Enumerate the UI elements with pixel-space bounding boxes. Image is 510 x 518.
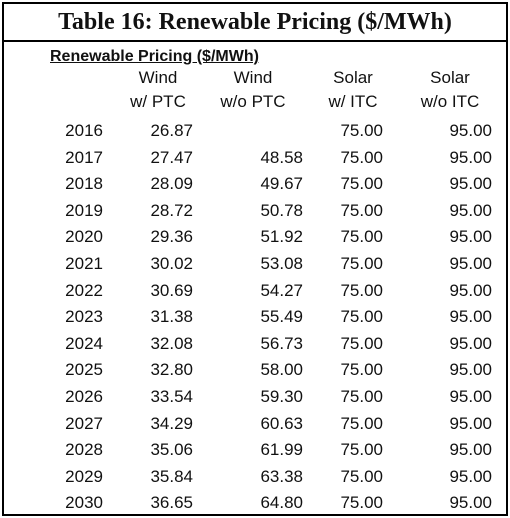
table-cell: 95.00 <box>449 440 492 460</box>
table-cell: 59.30 <box>260 387 303 406</box>
table-cell: 75.00 <box>340 121 383 140</box>
table-cell: 75.00 <box>340 307 383 327</box>
row-year: 2022 <box>65 280 103 300</box>
row-year: 2016 <box>65 121 103 140</box>
table-cell: 75.00 <box>340 440 383 460</box>
table-cell: 34.29 <box>150 413 193 433</box>
row-year: 2027 <box>65 413 103 433</box>
table-cell: 95.00 <box>449 493 492 513</box>
row-year: 2028 <box>65 440 103 460</box>
table-cell: 31.38 <box>150 307 193 327</box>
table-cell: 51.92 <box>260 227 303 247</box>
table-cell: 63.38 <box>260 466 303 486</box>
table-cell: 75.00 <box>340 147 383 167</box>
table-cell: 95.00 <box>449 333 492 353</box>
table-cell: 95.00 <box>449 147 492 167</box>
table-cell: 75.00 <box>340 333 383 353</box>
table-cell: 75.00 <box>340 254 383 273</box>
table-cell: 64.80 <box>260 493 303 513</box>
table-cell: 29.36 <box>150 227 193 247</box>
table-cell: 95.00 <box>449 254 492 273</box>
table-cell: 75.00 <box>340 280 383 300</box>
table-cell: 95.00 <box>449 174 492 194</box>
table-cell: 48.58 <box>260 147 303 167</box>
table-cell: 75.00 <box>340 174 383 194</box>
table-cell: 95.00 <box>449 121 492 140</box>
table-cell: 55.49 <box>260 307 303 327</box>
table-cell: 58.00 <box>260 360 303 380</box>
table-cell: 75.00 <box>340 413 383 433</box>
column-header: Wind <box>233 68 273 87</box>
table-cell: 75.00 <box>340 466 383 486</box>
column-header: w/ ITC <box>328 92 378 111</box>
table-cell: 95.00 <box>449 413 492 433</box>
table-cell: 49.67 <box>260 174 303 194</box>
row-year: 2023 <box>65 307 103 327</box>
table-cell: 95.00 <box>449 227 492 247</box>
column-header: w/o PTC <box>220 92 286 111</box>
table-cell: 26.87 <box>150 121 193 140</box>
table-cell: 30.02 <box>150 254 193 273</box>
table-cell: 33.54 <box>150 387 193 406</box>
row-year: 2024 <box>65 333 103 353</box>
column-header: Wind <box>138 68 178 87</box>
row-year: 2029 <box>65 466 103 486</box>
table-title: Table 16: Renewable Pricing ($/MWh) <box>4 4 506 42</box>
table-cell: 95.00 <box>449 360 492 380</box>
table-cell: 53.08 <box>260 254 303 273</box>
table-cell: 75.00 <box>340 387 383 406</box>
table-cell: 56.73 <box>260 333 303 353</box>
row-year: 2021 <box>65 254 103 273</box>
table-cell: 50.78 <box>260 200 303 220</box>
column-header: w/ PTC <box>130 92 186 111</box>
table-cell: 35.06 <box>150 440 193 460</box>
table-cell: 32.80 <box>150 360 193 380</box>
table-cell: 27.47 <box>150 147 193 167</box>
table-cell: 30.69 <box>150 280 193 300</box>
column-header: Solar <box>430 68 470 87</box>
table-cell: 75.00 <box>340 227 383 247</box>
table-cell: 95.00 <box>449 280 492 300</box>
table-cell: 61.99 <box>260 440 303 460</box>
row-year: 2020 <box>65 227 103 247</box>
table-cell: 95.00 <box>449 387 492 406</box>
table-cell: 95.00 <box>449 307 492 327</box>
table-cell: 28.72 <box>150 200 193 220</box>
table-cell: 95.00 <box>449 200 492 220</box>
column-header: w/o ITC <box>420 92 480 111</box>
column-header: Solar <box>333 68 373 87</box>
row-year: 2026 <box>65 387 103 406</box>
table-cell: 75.00 <box>340 360 383 380</box>
table-cell: 35.84 <box>150 466 193 486</box>
table-cell: 75.00 <box>340 200 383 220</box>
table-cell: 54.27 <box>260 280 303 300</box>
row-year: 2025 <box>65 360 103 380</box>
table-cell: 60.63 <box>260 413 303 433</box>
table-cell: 36.65 <box>150 493 193 513</box>
table-cell: 28.09 <box>150 174 193 194</box>
row-year: 2030 <box>65 493 103 513</box>
table-cell: 32.08 <box>150 333 193 353</box>
table-cell: 75.00 <box>340 493 383 513</box>
table-cell: 95.00 <box>449 466 492 486</box>
row-year: 2017 <box>65 147 103 167</box>
table-caption: Renewable Pricing ($/MWh) <box>50 48 259 65</box>
row-year: 2019 <box>65 200 103 220</box>
row-year: 2018 <box>65 174 103 194</box>
